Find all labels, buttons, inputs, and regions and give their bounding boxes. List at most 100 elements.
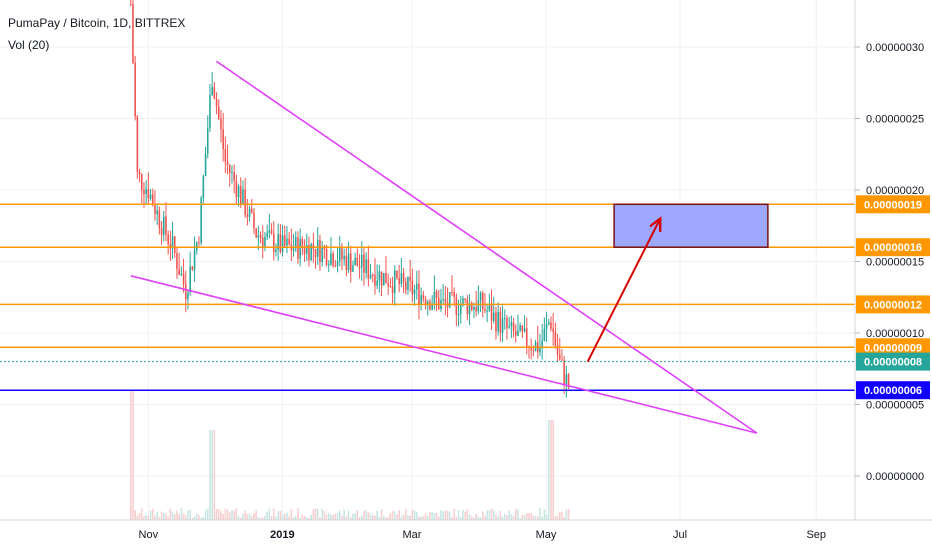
volume-bar: [272, 508, 275, 520]
candle-body: [202, 176, 205, 199]
candle-body: [189, 266, 191, 293]
candle-body: [424, 298, 427, 306]
time-axis[interactable]: Nov 2019 Mar May Jul Sep: [139, 529, 826, 541]
candle-body: [323, 247, 326, 250]
volume-bar: [378, 517, 381, 520]
wedge-lower-trendline: [130, 275, 758, 434]
volume-bar: [539, 508, 541, 520]
trend-drawings[interactable]: [130, 60, 769, 434]
volume-bar: [297, 508, 299, 520]
candle-body: [369, 274, 372, 279]
candle-body: [501, 318, 504, 333]
volume-bar: [349, 517, 352, 520]
candle-body: [132, 4, 134, 63]
candle-body: [193, 250, 196, 270]
volume-bar: [195, 513, 198, 520]
candle-body: [451, 292, 453, 294]
volume-bar: [189, 509, 191, 520]
volume-bar: [244, 510, 246, 520]
volume-bar: [136, 515, 139, 520]
volume-bar: [479, 517, 482, 520]
candle-body: [567, 374, 570, 388]
candle-body: [382, 273, 385, 286]
volume-bar: [200, 517, 202, 520]
volume-bar: [514, 508, 517, 520]
volume-bar: [567, 508, 570, 520]
volume-bar: [224, 508, 227, 520]
candle-body: [158, 210, 161, 229]
volume-bar: [281, 514, 284, 520]
candle-body: [563, 360, 565, 384]
volume-bar: [180, 508, 183, 520]
volume-bar: [530, 512, 532, 520]
volume-bar: [536, 516, 539, 520]
candle-body: [541, 340, 543, 347]
candle-body: [492, 312, 495, 321]
volume-indicator-title[interactable]: Vol (20): [8, 38, 50, 52]
candle-body: [457, 314, 460, 316]
candle-body: [279, 234, 282, 252]
volume-bar: [400, 516, 403, 520]
candle-body: [184, 284, 187, 300]
candle-body: [396, 270, 398, 278]
candle-body: [169, 243, 172, 249]
candle-body: [398, 277, 400, 285]
candle-body: [321, 247, 323, 263]
candle-body: [525, 328, 528, 347]
volume-bar: [325, 514, 328, 520]
volume-bar: [554, 516, 557, 520]
symbol-title[interactable]: PumaPay / Bitcoin, 1D, BITTREX: [8, 16, 186, 30]
volume-bar: [411, 509, 414, 520]
candle-body: [330, 253, 332, 265]
candle-body: [332, 253, 334, 266]
candle-body: [266, 232, 268, 237]
volume-bar: [345, 515, 348, 520]
volume-bar: [277, 510, 279, 520]
candle-body: [270, 230, 273, 234]
candle-body: [409, 276, 411, 281]
candle-body: [343, 256, 345, 260]
volume-bar: [154, 515, 156, 520]
volume-bar: [552, 420, 554, 520]
candle-body: [486, 310, 488, 312]
volume-bar: [426, 516, 429, 520]
candle-body: [149, 194, 152, 199]
volume-bar: [367, 512, 370, 520]
candle-body: [429, 301, 431, 310]
volume-bar: [492, 510, 495, 520]
candle-body: [556, 345, 559, 355]
volume-bar: [167, 516, 169, 520]
volume-bar: [129, 390, 132, 520]
volume-bar: [220, 511, 222, 520]
candle-body: [180, 273, 183, 275]
candle-body: [334, 265, 337, 267]
volume-bar: [385, 517, 387, 520]
volume-bar: [387, 516, 389, 520]
price-axis-panel[interactable]: [855, 0, 932, 520]
volume-bar: [475, 513, 477, 520]
candle-body: [363, 254, 365, 273]
volume-bar: [169, 508, 172, 520]
candle-body: [374, 274, 376, 286]
price-axis[interactable]: 0.00000000 0.00000005 0.00000010 0.00000015…: [855, 42, 924, 483]
candle-body: [209, 94, 211, 129]
last-price-badge-text: 0.00000008: [864, 357, 922, 369]
volume-bar: [341, 515, 343, 520]
candle-body: [512, 322, 515, 332]
volume-bar: [147, 515, 150, 520]
candle-body: [435, 291, 438, 299]
candle-body: [404, 281, 407, 291]
candle-body: [380, 271, 383, 286]
candle-body: [543, 328, 546, 341]
candle-body: [136, 116, 139, 172]
candlestick-series: [129, 0, 570, 398]
candle-body: [459, 305, 462, 315]
candle-body: [552, 328, 554, 332]
volume-bar: [453, 508, 455, 520]
volume-bar: [512, 516, 515, 520]
volume-bar: [184, 515, 187, 520]
y-tick-label: 0.00000005: [866, 400, 924, 412]
volume-bar: [173, 514, 176, 520]
candle-body: [281, 235, 284, 252]
